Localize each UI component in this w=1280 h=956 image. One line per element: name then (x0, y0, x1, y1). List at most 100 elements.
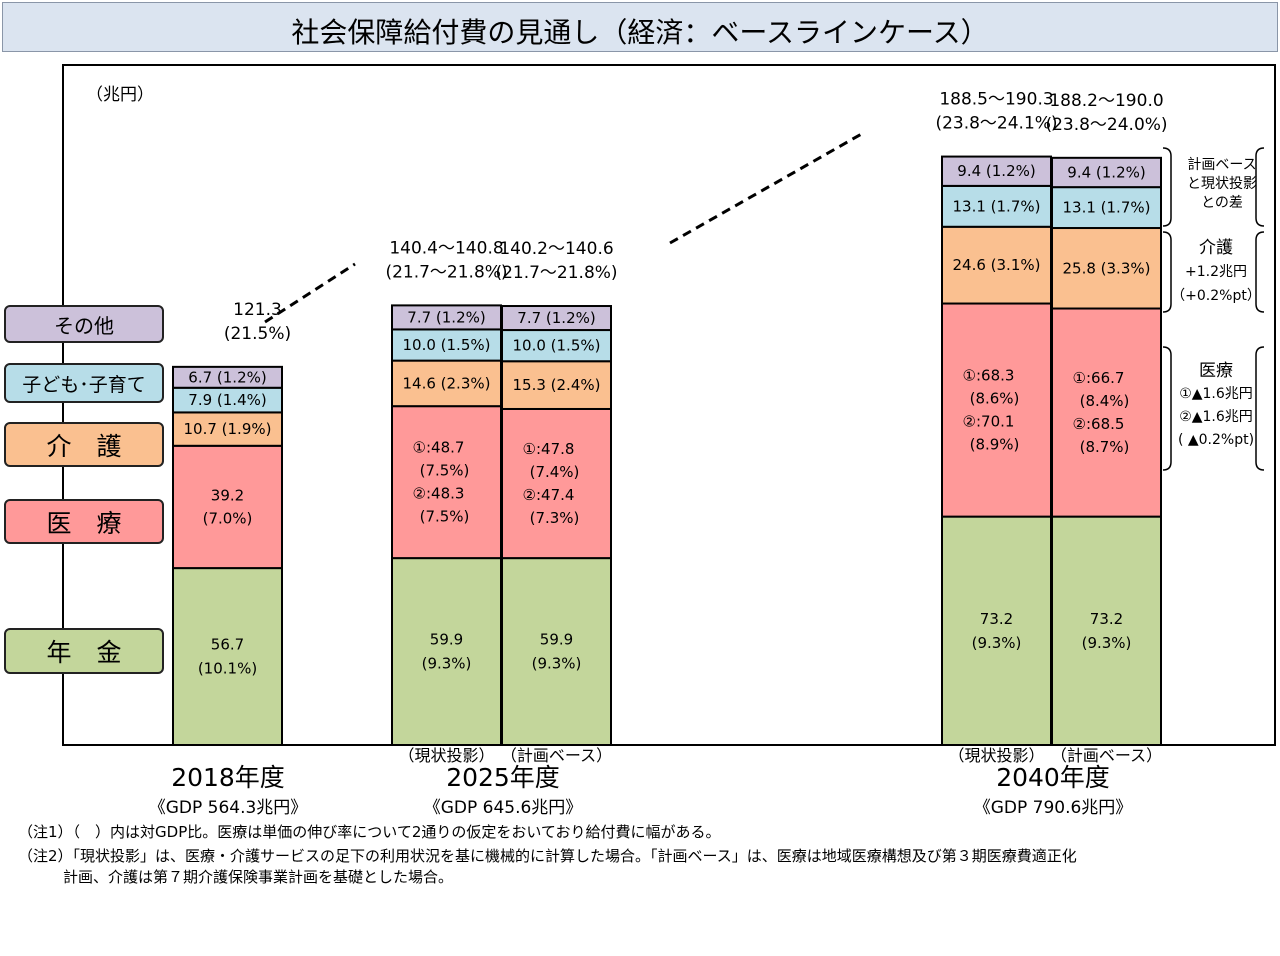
data-label-medical: ①:68.3 (963, 367, 1015, 385)
data-label-medical: ①:66.7 (1073, 369, 1125, 387)
bar-sublabel: （計画ベース） (501, 746, 612, 765)
data-label-medical: ①:48.7 (413, 439, 465, 457)
bar-medical (391, 405, 502, 560)
year-label: 2025年度 (446, 763, 560, 792)
unit-label: （兆円） (86, 85, 154, 105)
side-note-care: 介護 +1.2兆円 （+0.2%pt） (1166, 236, 1266, 308)
gdp-label: 《GDP 564.3兆円》 (149, 798, 308, 818)
brace-right (1255, 147, 1265, 227)
bar-other (391, 304, 502, 331)
bar-pension (172, 567, 283, 747)
data-label-medical: (7.4%) (530, 463, 580, 481)
data-label-pension: 73.2 (1090, 610, 1123, 628)
brace-right (1255, 231, 1265, 313)
data-label-other: 9.4 (1.2%) (957, 162, 1035, 180)
brace-right (1255, 346, 1265, 471)
side-note-care-line: （+0.2%pt） (1171, 288, 1261, 304)
bar-pension (501, 557, 612, 746)
data-label-care: 15.3 (2.4%) (513, 376, 601, 394)
legend-child-label: 子ども･子育て (22, 373, 146, 396)
total-label: (23.8～24.1%) (935, 114, 1057, 134)
side-note-medical-title: 医療 (1199, 361, 1233, 381)
trend-dash-line (264, 262, 356, 324)
data-label-pension: 59.9 (430, 631, 463, 649)
data-label-medical: (8.7%) (1080, 438, 1130, 456)
data-label-medical: (7.5%) (420, 462, 470, 480)
data-label-pension: 56.7 (211, 636, 244, 654)
legend-other: その他 (4, 305, 164, 343)
bar-pension (1051, 515, 1162, 747)
data-label-pension: (9.3%) (1082, 634, 1132, 652)
chart-title: 社会保障給付費の見通し（経済：ベースラインケース） (291, 16, 989, 49)
data-label-medical: (8.9%) (970, 436, 1020, 454)
data-label-medical: (7.3%) (530, 509, 580, 527)
data-label-medical: ②:47.4 (523, 486, 575, 504)
bar-sublabel: （現状投影） (948, 746, 1044, 765)
data-label-child: 13.1 (1.7%) (1063, 199, 1151, 217)
side-note-diff: 計画ベース と現状投影 との差 (1172, 156, 1272, 213)
side-note-diff-line: 計画ベース (1187, 157, 1257, 173)
bar-child (1051, 186, 1162, 230)
side-note-diff-line: と現状投影 (1187, 176, 1257, 192)
data-label-care: 10.7 (1.9%) (184, 420, 272, 438)
side-note-medical-line: ②▲1.6兆円 (1179, 409, 1253, 425)
bar-pension (941, 515, 1052, 747)
bar-other (172, 365, 283, 389)
bar-medical (1051, 307, 1162, 518)
legend-pension: 年 金 (4, 628, 164, 674)
legend-child: 子ども･子育て (4, 363, 164, 403)
bar-care (172, 411, 283, 447)
gdp-label: 《GDP 645.6兆円》 (424, 798, 583, 818)
side-note-medical: 医療 ①▲1.6兆円 ②▲1.6兆円 ( ▲0.2%pt) (1166, 360, 1266, 452)
bar-care (501, 360, 612, 410)
data-label-medical: (7.5%) (420, 508, 470, 526)
plot-frame (62, 64, 1276, 746)
data-label-medical: (7.0%) (203, 509, 253, 527)
year-label: 2040年度 (996, 763, 1110, 792)
year-label: 2018年度 (171, 763, 285, 792)
footnote-2: （注2）「現状投影」は、医療・介護サービスの足下の利用状況を基に機械的に計算した… (18, 847, 1077, 865)
bar-other (501, 305, 612, 332)
data-label-pension: (9.3%) (972, 634, 1022, 652)
bar-child (172, 386, 283, 414)
total-label: (21.5%) (224, 324, 291, 344)
data-label-care: 25.8 (3.3%) (1063, 259, 1151, 277)
data-label-child: 13.1 (1.7%) (953, 197, 1041, 215)
data-label-pension: (9.3%) (422, 655, 472, 673)
data-label-child: 10.0 (1.5%) (513, 337, 601, 355)
legend-other-label: その他 (54, 313, 114, 338)
bar-sublabel: （現状投影） (398, 746, 494, 765)
data-label-pension: (10.1%) (198, 660, 257, 678)
total-label: (21.7～21.8%) (495, 263, 617, 283)
total-label: 188.2～190.0 (1049, 91, 1163, 111)
total-label: 188.5～190.3 (939, 90, 1053, 110)
data-label-other: 7.7 (1.2%) (407, 308, 485, 326)
footnote-3: 計画、介護は第７期介護保険事業計画を基礎とした場合。 (18, 868, 454, 886)
side-note-care-line: +1.2兆円 (1185, 264, 1247, 280)
total-label: 121.3 (233, 300, 282, 320)
footnote-1: （注1）（ ）内は対GDP比。医療は単価の伸び率について2通りの仮定をおいており… (18, 823, 721, 841)
bar-care (941, 225, 1052, 305)
legend-pension-label: 年 金 (46, 638, 122, 667)
data-label-pension: 73.2 (980, 610, 1013, 628)
data-label-medical: ①:47.8 (523, 440, 575, 458)
side-note-medical-line: ( ▲0.2%pt) (1177, 432, 1255, 448)
title-bar: 社会保障給付費の見通し（経済：ベースラインケース） (2, 2, 1278, 52)
bar-other (941, 155, 1052, 187)
data-label-pension: 59.9 (540, 631, 573, 649)
brace-left (1162, 231, 1172, 313)
bar-other (1051, 156, 1162, 189)
bar-sublabel: （計画ベース） (1051, 746, 1162, 765)
data-label-other: 9.4 (1.2%) (1067, 163, 1145, 181)
data-label-other: 6.7 (1.2%) (188, 368, 266, 386)
side-note-medical-line: ①▲1.6兆円 (1179, 386, 1253, 402)
total-label: 140.4～140.8 (389, 238, 503, 258)
data-label-care: 14.6 (2.3%) (403, 374, 491, 392)
bar-pension (391, 557, 502, 746)
bar-child (941, 184, 1052, 228)
bar-care (1051, 227, 1162, 310)
data-label-child: 10.0 (1.5%) (403, 336, 491, 354)
side-note-care-title: 介護 (1199, 238, 1233, 258)
data-label-child: 7.9 (1.4%) (188, 391, 266, 409)
